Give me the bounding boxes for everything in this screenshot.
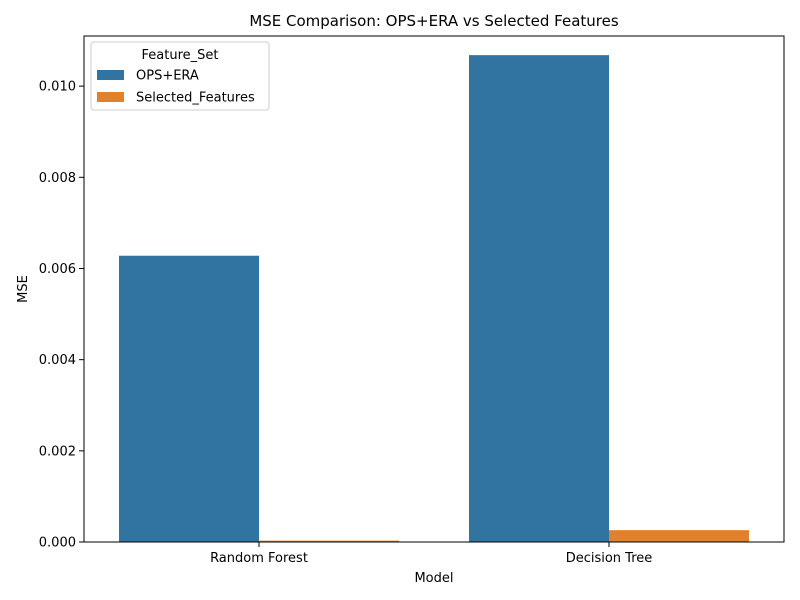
y-axis-label: MSE xyxy=(16,275,31,303)
legend-entry-label: Selected_Features xyxy=(136,91,255,106)
plot-frame xyxy=(83,35,785,543)
bars-group xyxy=(119,55,749,543)
legend-entry-label: OPS+ERA xyxy=(136,69,199,84)
bar-ops-era-decision-tree xyxy=(469,55,609,543)
y-tick-label: 0.006 xyxy=(39,262,76,277)
legend-swatch xyxy=(97,92,124,102)
x-tick-label: Random Forest xyxy=(210,551,308,566)
y-axis: 0.000 0.002 0.004 0.006 0.008 0.010 xyxy=(39,80,84,551)
y-tick-label: 0.002 xyxy=(39,444,76,459)
y-tick-label: 0.008 xyxy=(39,171,76,186)
bar-selected-features-random-forest xyxy=(259,540,399,542)
legend-box xyxy=(90,41,270,111)
legend-title: Feature_Set xyxy=(142,48,219,63)
legend-swatch xyxy=(97,70,124,80)
y-tick-label: 0.004 xyxy=(39,353,76,368)
x-axis-label: Model xyxy=(414,571,453,586)
chart-title: MSE Comparison: OPS+ERA vs Selected Feat… xyxy=(249,12,619,30)
y-tick-label: 0.000 xyxy=(39,536,76,551)
bar-selected-features-decision-tree xyxy=(609,530,749,542)
y-tick-label: 0.010 xyxy=(39,80,76,95)
x-tick-label: Decision Tree xyxy=(566,551,653,566)
x-axis: Random Forest Decision Tree xyxy=(210,542,652,566)
bar-ops-era-random-forest xyxy=(119,255,259,542)
legend: Feature_Set OPS+ERA Selected_Features xyxy=(90,41,270,111)
